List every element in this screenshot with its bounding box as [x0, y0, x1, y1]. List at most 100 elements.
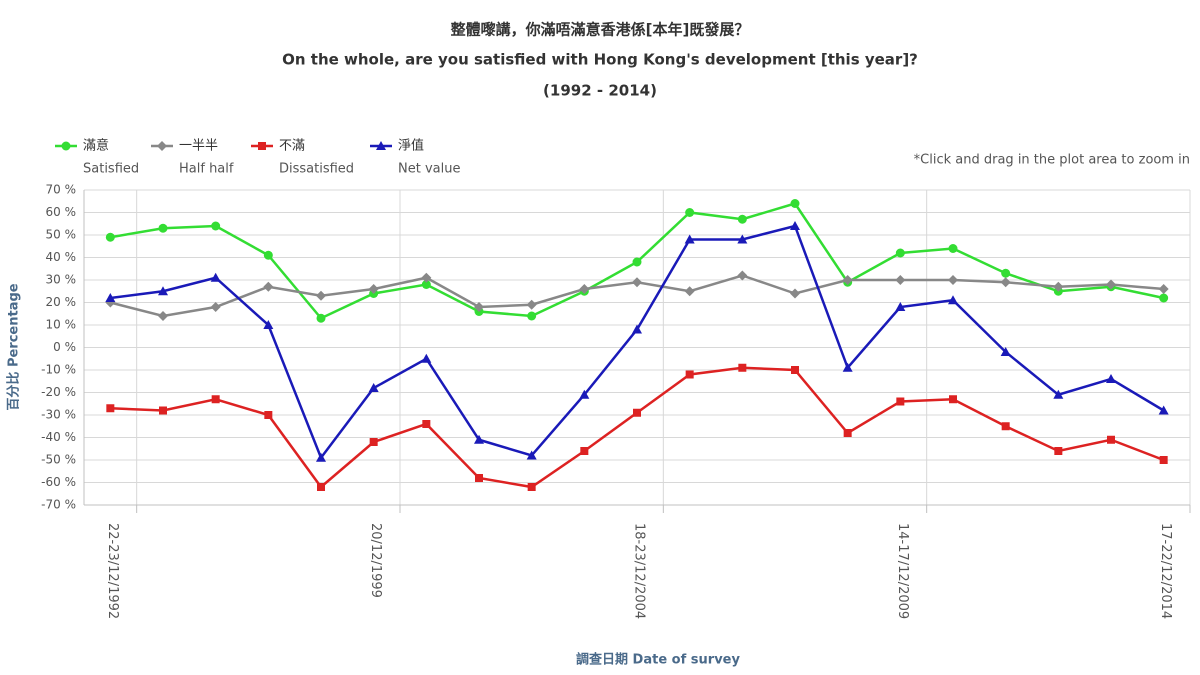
point [474, 434, 484, 444]
point [896, 397, 905, 406]
y-tick-label: -30 % [41, 408, 76, 422]
point [948, 275, 958, 285]
y-tick-label: 20 % [46, 295, 77, 309]
point [1001, 422, 1010, 431]
point [316, 452, 326, 462]
point [263, 320, 274, 329]
point [895, 275, 906, 285]
point [684, 286, 695, 297]
legend-marker [258, 142, 266, 150]
point [421, 353, 432, 363]
x-tick-label: 22-23/12/1992 [105, 523, 120, 619]
point [1053, 281, 1064, 292]
point [685, 370, 694, 379]
point [1159, 293, 1169, 303]
point [159, 406, 167, 415]
point [211, 395, 220, 404]
point [842, 275, 853, 285]
point [158, 311, 168, 321]
y-tick-label: -70 % [41, 498, 76, 512]
point [632, 277, 642, 288]
y-axis-label: 百分比 Percentage [6, 283, 22, 410]
legend-marker [376, 141, 386, 150]
y-tick-label: 70 % [46, 183, 77, 197]
x-axis-label: 調查日期 Date of survey [576, 652, 740, 668]
point [158, 223, 168, 233]
chart-period: (1992 - 2014) [543, 82, 657, 100]
point [790, 221, 800, 230]
y-tick-label: -20 % [41, 385, 76, 399]
chart-subtitle: On the whole, are you satisfied with Hon… [282, 51, 918, 69]
point [1158, 284, 1169, 294]
x-tick-label: 14-17/12/2009 [895, 523, 910, 619]
point [632, 257, 642, 267]
y-tick-label: -10 % [41, 363, 76, 377]
point [1106, 279, 1116, 290]
point [368, 284, 379, 294]
point [738, 363, 747, 372]
point [105, 232, 115, 242]
y-tick-label: 0 % [53, 340, 76, 354]
y-tick-label: 60 % [46, 205, 77, 219]
point [633, 408, 641, 417]
point [106, 404, 115, 413]
point [843, 429, 852, 437]
point [632, 324, 642, 334]
point [737, 270, 748, 281]
point [1000, 347, 1011, 356]
y-tick-label: -60 % [41, 475, 76, 489]
point [1159, 456, 1168, 464]
legend-marker [157, 141, 167, 151]
x-tick-label: 20/12/1999 [368, 523, 383, 598]
y-tick-label: -40 % [41, 430, 76, 444]
point [211, 221, 221, 231]
legend-label-en: Dissatisfied [279, 162, 354, 177]
legend-label: 滿意 [83, 138, 109, 154]
point [579, 284, 590, 294]
point [895, 302, 906, 311]
point [737, 234, 748, 244]
point [737, 214, 747, 224]
point [316, 290, 326, 301]
point [1054, 447, 1063, 455]
y-tick-label: 30 % [46, 273, 77, 287]
point [948, 295, 958, 305]
legend-label-en: Satisfied [83, 162, 139, 177]
point [949, 395, 957, 404]
point [422, 420, 431, 428]
point [474, 302, 484, 312]
point [368, 383, 379, 392]
point [790, 288, 800, 299]
point [1107, 435, 1115, 444]
point [1000, 277, 1011, 288]
legend-label-en: Half half [179, 162, 234, 177]
point [684, 234, 695, 244]
point [210, 302, 221, 312]
point [579, 389, 590, 399]
point [105, 293, 116, 302]
point [1001, 268, 1011, 278]
point [421, 272, 432, 283]
zoom-note: *Click and drag in the plot area to zoom… [914, 153, 1190, 168]
legend-marker [61, 141, 71, 151]
point [317, 483, 325, 491]
point [263, 281, 274, 292]
x-tick-label: 17-22/12/2014 [1158, 523, 1173, 619]
point [580, 447, 589, 455]
point [1053, 389, 1064, 399]
legend-label: 一半半 [179, 139, 218, 154]
legend-label-en: Net value [398, 162, 460, 177]
point [791, 366, 799, 374]
y-tick-label: -50 % [41, 453, 76, 467]
point [842, 362, 853, 372]
point [790, 199, 800, 208]
point [685, 208, 695, 217]
point [210, 272, 221, 282]
point [526, 450, 537, 460]
chart-title: 整體嚟講，你滿唔滿意香港係[本年]既發展？ [451, 21, 750, 39]
point [895, 248, 905, 258]
y-tick-label: 40 % [46, 250, 77, 264]
point [158, 286, 168, 296]
legend-label: 淨值 [398, 138, 424, 154]
